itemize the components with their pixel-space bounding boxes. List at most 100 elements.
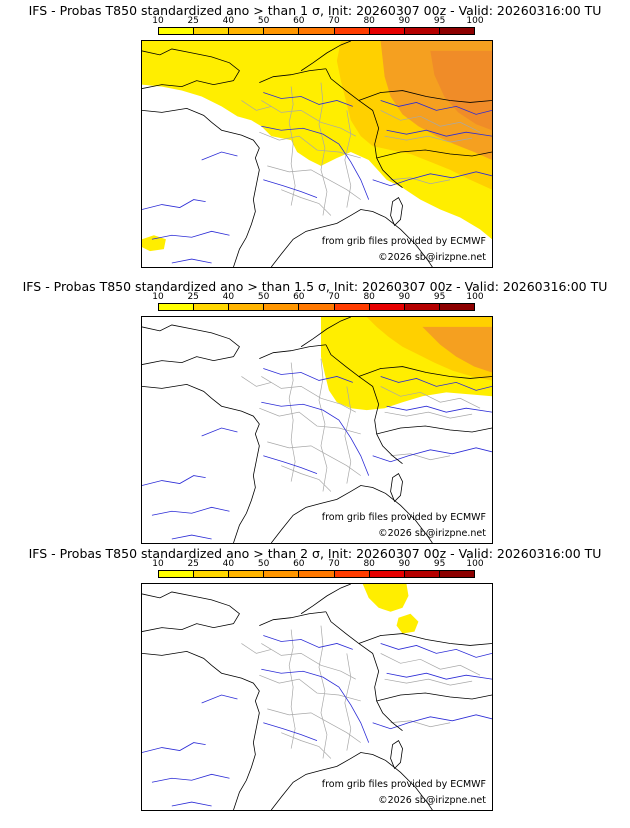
colorbar-tick-label: 25 bbox=[187, 559, 199, 569]
map-panel-1: IFS - Probas T850 standardized ano > tha… bbox=[0, 4, 630, 274]
colorbar-swatch bbox=[299, 28, 335, 34]
channel-coast bbox=[259, 344, 326, 359]
probability-area-high bbox=[422, 326, 492, 373]
coastline bbox=[142, 650, 433, 810]
channel-coast bbox=[259, 611, 326, 626]
colorbar bbox=[158, 570, 475, 578]
colorbar-tick-label: 50 bbox=[257, 559, 270, 569]
copyright-note: ©2026 sb@irizpne.net bbox=[378, 252, 486, 263]
corsica-coast bbox=[390, 197, 403, 227]
region-boundaries bbox=[241, 625, 481, 759]
country-borders bbox=[300, 317, 492, 465]
map-frame: from grib files provided by ECMWF ©2026 s… bbox=[141, 583, 493, 811]
source-note: from grib files provided by ECMWF bbox=[321, 779, 486, 790]
colorbar-tick-label: 40 bbox=[222, 292, 235, 302]
colorbar-swatch bbox=[404, 304, 440, 310]
colorbar-swatch bbox=[229, 571, 265, 577]
source-note: from grib files provided by ECMWF bbox=[321, 236, 486, 247]
copyright-note: ©2026 sb@irizpne.net bbox=[378, 528, 486, 539]
colorbar-swatch bbox=[334, 304, 370, 310]
colorbar-tick-label: 70 bbox=[328, 559, 340, 569]
rivers bbox=[142, 92, 492, 264]
country-borders bbox=[300, 584, 492, 732]
channel-coast bbox=[259, 68, 326, 83]
colorbar-tick-label: 90 bbox=[398, 16, 411, 26]
colorbar-swatch bbox=[229, 304, 265, 310]
colorbar-swatch bbox=[229, 28, 265, 34]
colorbar-swatch bbox=[404, 28, 440, 34]
colorbar-swatch bbox=[439, 304, 474, 310]
colorbar-tick-label: 40 bbox=[222, 16, 235, 26]
colorbar bbox=[158, 27, 475, 35]
colorbar-tick-label: 25 bbox=[187, 16, 199, 26]
colorbar-tick-label: 70 bbox=[328, 292, 340, 302]
corsica-coast bbox=[390, 740, 403, 770]
colorbar-tick-label: 10 bbox=[152, 559, 164, 569]
uk-coast bbox=[142, 48, 240, 89]
panel-title: IFS - Probas T850 standardized ano > tha… bbox=[22, 279, 608, 294]
colorbar-tick-label: 90 bbox=[398, 292, 411, 302]
colorbar-tick-label: 95 bbox=[433, 292, 446, 302]
colorbar-swatch bbox=[369, 304, 405, 310]
colorbar-tick-label: 95 bbox=[433, 16, 446, 26]
coastline bbox=[142, 383, 433, 543]
colorbar-swatch bbox=[439, 28, 474, 34]
map-panel-2: IFS - Probas T850 standardized ano > tha… bbox=[0, 280, 630, 550]
colorbar-tick-label: 10 bbox=[152, 16, 164, 26]
colorbar-tick-label: 60 bbox=[293, 292, 305, 302]
colorbar-swatch bbox=[369, 571, 405, 577]
map-frame: from grib files provided by ECMWF ©2026 s… bbox=[141, 316, 493, 544]
coastline bbox=[142, 107, 433, 267]
probability-map bbox=[142, 584, 492, 810]
colorbar-tick-label: 80 bbox=[363, 292, 375, 302]
colorbar-tick-label: 60 bbox=[293, 559, 305, 569]
colorbar-swatch bbox=[159, 28, 195, 34]
colorbar-labels: 10 25 40 50 60 70 80 90 95 100 bbox=[152, 559, 483, 570]
uk-coast bbox=[142, 324, 240, 365]
colorbar-swatch bbox=[264, 571, 300, 577]
colorbar-swatch bbox=[264, 28, 300, 34]
colorbar-tick-label: 40 bbox=[222, 559, 235, 569]
colorbar-tick-label: 80 bbox=[363, 559, 375, 569]
probability-area-low bbox=[396, 613, 419, 634]
country-borders bbox=[300, 41, 492, 189]
probability-area-low bbox=[142, 235, 166, 252]
colorbar-swatch bbox=[159, 304, 195, 310]
colorbar-tick-label: 90 bbox=[398, 559, 411, 569]
colorbar-labels: 10 25 40 50 60 70 80 90 95 100 bbox=[152, 16, 483, 27]
region-boundaries bbox=[241, 358, 481, 492]
colorbar-tick-label: 100 bbox=[466, 16, 484, 26]
colorbar-tick-label: 100 bbox=[466, 559, 484, 569]
panel-title: IFS - Probas T850 standardized ano > tha… bbox=[28, 546, 602, 561]
rivers bbox=[142, 635, 492, 807]
corsica-coast bbox=[390, 473, 403, 503]
colorbar-swatch bbox=[439, 571, 474, 577]
probability-map bbox=[142, 41, 492, 267]
colorbar-tick-label: 80 bbox=[363, 16, 375, 26]
colorbar-swatch bbox=[194, 304, 230, 310]
colorbar-swatch bbox=[334, 28, 370, 34]
colorbar-labels: 10 25 40 50 60 70 80 90 95 100 bbox=[152, 292, 483, 303]
colorbar-tick-label: 95 bbox=[433, 559, 446, 569]
colorbar-swatch bbox=[404, 571, 440, 577]
colorbar-tick-label: 60 bbox=[293, 16, 305, 26]
colorbar-tick-label: 50 bbox=[257, 292, 270, 302]
source-note: from grib files provided by ECMWF bbox=[321, 512, 486, 523]
colorbar-swatch bbox=[334, 571, 370, 577]
map-frame: from grib files provided by ECMWF ©2026 s… bbox=[141, 40, 493, 268]
colorbar-tick-label: 70 bbox=[328, 16, 340, 26]
colorbar-swatch bbox=[299, 304, 335, 310]
panel-title: IFS - Probas T850 standardized ano > tha… bbox=[28, 3, 602, 18]
rivers bbox=[142, 368, 492, 540]
probability-area-higher bbox=[430, 50, 492, 131]
colorbar-swatch bbox=[299, 571, 335, 577]
colorbar-tick-label: 50 bbox=[257, 16, 270, 26]
colorbar-swatch bbox=[194, 571, 230, 577]
probability-area-low bbox=[362, 584, 409, 612]
colorbar-tick-label: 100 bbox=[466, 292, 484, 302]
region-boundaries bbox=[241, 82, 481, 216]
colorbar-tick-label: 10 bbox=[152, 292, 164, 302]
copyright-note: ©2026 sb@irizpne.net bbox=[378, 795, 486, 806]
colorbar-swatch bbox=[264, 304, 300, 310]
uk-coast bbox=[142, 591, 240, 632]
